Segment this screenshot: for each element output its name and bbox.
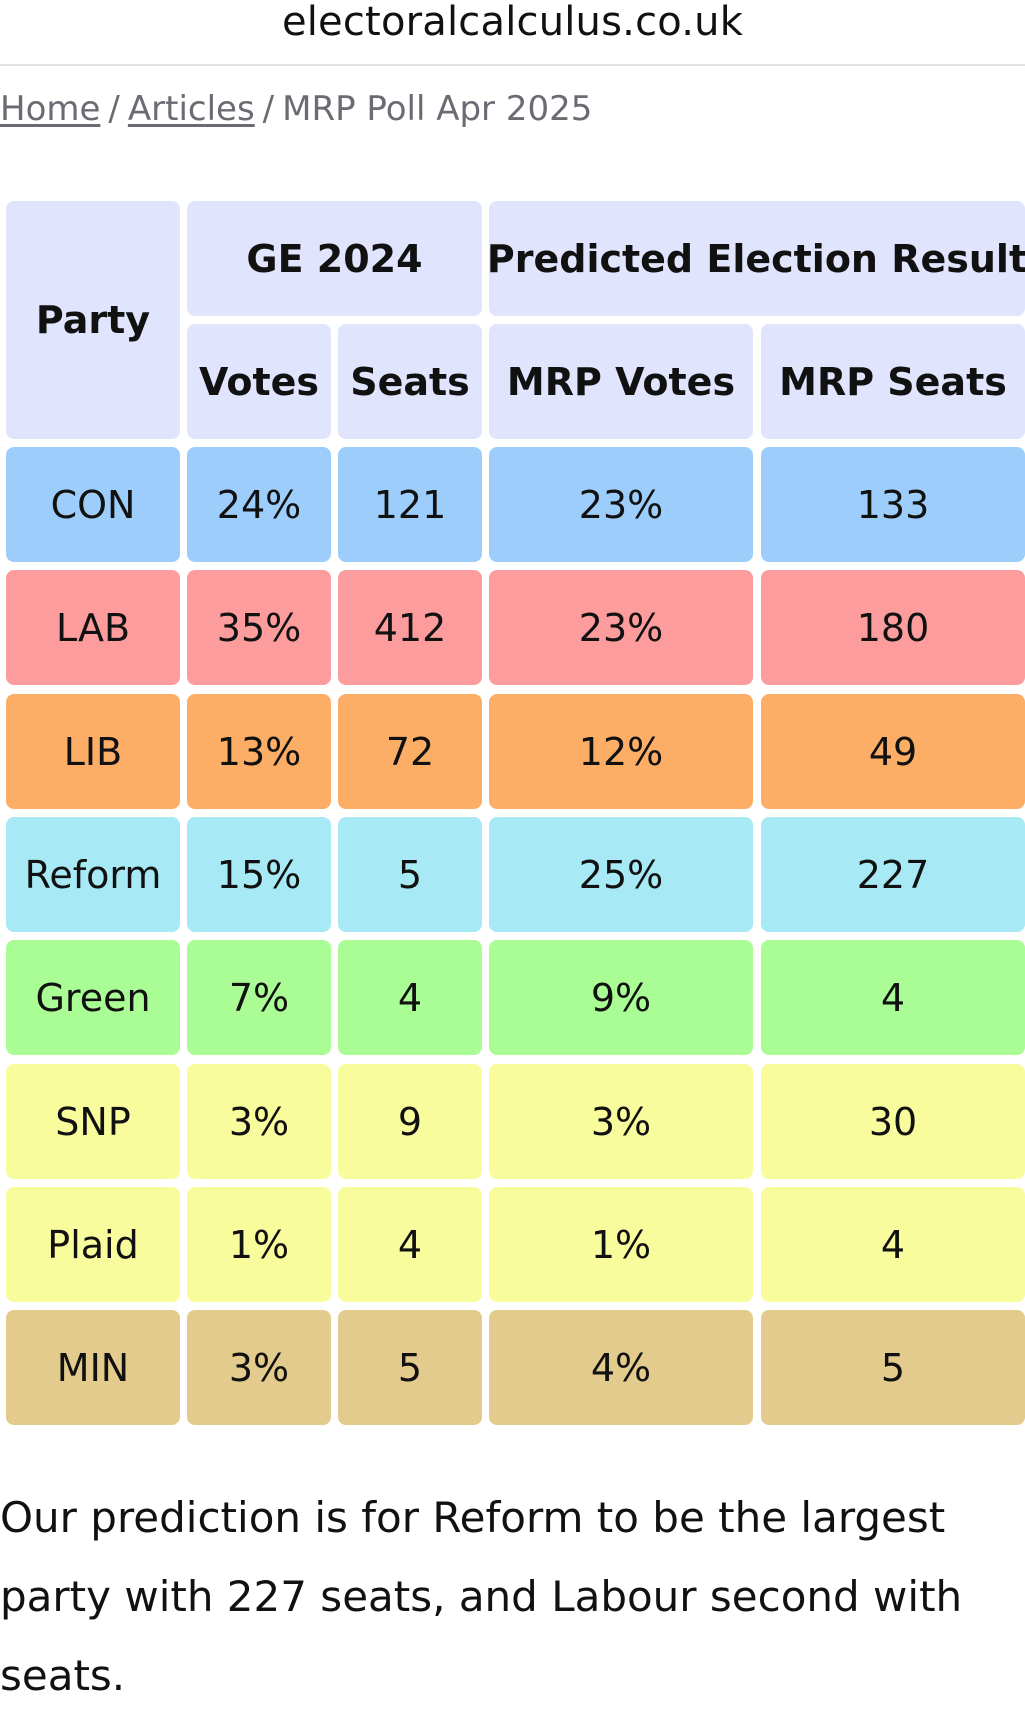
predicted-result-group-header: Predicted Election Result <box>489 201 1025 316</box>
votes-column-header: Votes <box>187 324 331 439</box>
party-cell: MIN <box>6 1310 180 1425</box>
votes-cell: 15% <box>187 817 331 932</box>
mrp-votes-cell: 23% <box>489 447 753 562</box>
votes-cell: 13% <box>187 694 331 809</box>
mrp-votes-cell: 4% <box>489 1310 753 1425</box>
breadcrumb-current: MRP Poll Apr 2025 <box>282 89 593 129</box>
votes-cell: 35% <box>187 570 331 685</box>
seats-cell: 5 <box>338 1310 482 1425</box>
mrp-votes-cell: 1% <box>489 1187 753 1302</box>
mrp-votes-cell: 12% <box>489 694 753 809</box>
mrp-seats-cell: 227 <box>761 817 1025 932</box>
seats-cell: 72 <box>338 694 482 809</box>
mrp-seats-cell: 4 <box>761 1187 1025 1302</box>
mrp-seats-cell: 49 <box>761 694 1025 809</box>
url-text[interactable]: electoralcalculus.co.uk <box>281 0 744 45</box>
mrp-votes-cell: 3% <box>489 1064 753 1179</box>
party-cell: Plaid <box>6 1187 180 1302</box>
mrp-seats-cell: 30 <box>761 1064 1025 1179</box>
seats-cell: 412 <box>338 570 482 685</box>
party-cell: Reform <box>6 817 180 932</box>
seats-cell: 5 <box>338 817 482 932</box>
party-column-header: Party <box>6 201 180 439</box>
mrp-votes-cell: 23% <box>489 570 753 685</box>
mrp-votes-cell: 9% <box>489 940 753 1055</box>
mrp-seats-cell: 5 <box>761 1310 1025 1425</box>
breadcrumb-home-link[interactable]: Home <box>0 89 101 129</box>
seats-cell: 4 <box>338 1187 482 1302</box>
votes-cell: 1% <box>187 1187 331 1302</box>
breadcrumb: Home / Articles / MRP Poll Apr 2025 <box>0 84 592 134</box>
mrp-seats-cell: 133 <box>761 447 1025 562</box>
breadcrumb-articles-link[interactable]: Articles <box>127 89 255 129</box>
seats-column-header: Seats <box>338 324 482 439</box>
url-bar[interactable]: electoralcalculus.co.uk <box>0 0 1025 66</box>
seats-cell: 121 <box>338 447 482 562</box>
party-cell: LAB <box>6 570 180 685</box>
mrp-seats-column-header: MRP Seats <box>761 324 1025 439</box>
votes-cell: 7% <box>187 940 331 1055</box>
party-cell: LIB <box>6 694 180 809</box>
mrp-seats-cell: 4 <box>761 940 1025 1055</box>
prediction-summary: Our prediction is for Reform to be the l… <box>0 1493 963 1700</box>
party-cell: Green <box>6 940 180 1055</box>
party-cell: SNP <box>6 1064 180 1179</box>
votes-cell: 3% <box>187 1310 331 1425</box>
breadcrumb-separator: / <box>262 89 275 129</box>
mrp-votes-cell: 25% <box>489 817 753 932</box>
breadcrumb-separator: / <box>108 89 120 129</box>
party-cell: CON <box>6 447 180 562</box>
votes-cell: 24% <box>187 447 331 562</box>
mrp-seats-cell: 180 <box>761 570 1025 685</box>
seats-cell: 9 <box>338 1064 482 1179</box>
votes-cell: 3% <box>187 1064 331 1179</box>
ge2024-group-header: GE 2024 <box>187 201 482 316</box>
seats-cell: 4 <box>338 940 482 1055</box>
mrp-votes-column-header: MRP Votes <box>489 324 753 439</box>
